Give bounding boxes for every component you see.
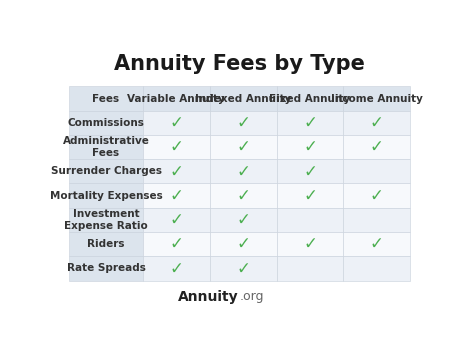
FancyBboxPatch shape xyxy=(69,208,143,232)
Text: Fees: Fees xyxy=(93,93,120,104)
FancyBboxPatch shape xyxy=(344,159,410,183)
Text: ✓: ✓ xyxy=(169,187,183,205)
Text: Income Annuity: Income Annuity xyxy=(331,93,423,104)
FancyBboxPatch shape xyxy=(69,111,143,135)
FancyBboxPatch shape xyxy=(143,232,210,256)
FancyBboxPatch shape xyxy=(277,208,344,232)
FancyBboxPatch shape xyxy=(277,135,344,159)
Text: ✓: ✓ xyxy=(236,211,250,229)
FancyBboxPatch shape xyxy=(210,159,277,183)
FancyBboxPatch shape xyxy=(277,159,344,183)
Text: .org: .org xyxy=(240,290,264,303)
Text: ✓: ✓ xyxy=(236,162,250,180)
Text: Riders: Riders xyxy=(87,239,125,249)
Text: ✓: ✓ xyxy=(236,138,250,156)
FancyBboxPatch shape xyxy=(210,232,277,256)
FancyBboxPatch shape xyxy=(277,232,344,256)
Text: ✓: ✓ xyxy=(169,235,183,253)
Text: ✓: ✓ xyxy=(303,162,317,180)
Text: Fixed Annuity: Fixed Annuity xyxy=(269,93,351,104)
FancyBboxPatch shape xyxy=(210,183,277,208)
FancyBboxPatch shape xyxy=(143,111,210,135)
Text: ✓: ✓ xyxy=(169,114,183,132)
FancyBboxPatch shape xyxy=(277,183,344,208)
Text: ✓: ✓ xyxy=(169,138,183,156)
Text: Surrender Charges: Surrender Charges xyxy=(51,166,161,176)
Text: ✓: ✓ xyxy=(370,114,384,132)
FancyBboxPatch shape xyxy=(344,86,410,111)
FancyBboxPatch shape xyxy=(69,159,143,183)
Text: Administrative
Fees: Administrative Fees xyxy=(63,136,149,158)
FancyBboxPatch shape xyxy=(69,256,143,280)
FancyBboxPatch shape xyxy=(210,135,277,159)
FancyBboxPatch shape xyxy=(69,86,143,111)
Text: Investment
Expense Ratio: Investment Expense Ratio xyxy=(64,209,148,231)
FancyBboxPatch shape xyxy=(143,86,210,111)
Text: Annuity: Annuity xyxy=(178,290,239,304)
Text: ✓: ✓ xyxy=(169,162,183,180)
Text: ✓: ✓ xyxy=(303,187,317,205)
FancyBboxPatch shape xyxy=(69,183,143,208)
Text: ✓: ✓ xyxy=(236,187,250,205)
FancyBboxPatch shape xyxy=(143,208,210,232)
FancyBboxPatch shape xyxy=(344,208,410,232)
Text: ✓: ✓ xyxy=(169,259,183,278)
FancyBboxPatch shape xyxy=(210,111,277,135)
FancyBboxPatch shape xyxy=(344,232,410,256)
FancyBboxPatch shape xyxy=(210,86,277,111)
Text: Commissions: Commissions xyxy=(67,118,145,128)
Text: Variable Annuity: Variable Annuity xyxy=(127,93,225,104)
Text: Mortality Expenses: Mortality Expenses xyxy=(50,191,162,201)
Text: ✓: ✓ xyxy=(236,114,250,132)
Text: ✓: ✓ xyxy=(370,187,384,205)
Text: ✓: ✓ xyxy=(303,114,317,132)
FancyBboxPatch shape xyxy=(344,256,410,280)
FancyBboxPatch shape xyxy=(277,256,344,280)
FancyBboxPatch shape xyxy=(344,111,410,135)
FancyBboxPatch shape xyxy=(69,232,143,256)
FancyBboxPatch shape xyxy=(69,135,143,159)
Text: ✓: ✓ xyxy=(303,138,317,156)
FancyBboxPatch shape xyxy=(143,183,210,208)
FancyBboxPatch shape xyxy=(143,256,210,280)
FancyBboxPatch shape xyxy=(210,256,277,280)
Text: ✓: ✓ xyxy=(370,138,384,156)
FancyBboxPatch shape xyxy=(344,135,410,159)
Text: ✓: ✓ xyxy=(169,211,183,229)
Text: ✓: ✓ xyxy=(303,235,317,253)
FancyBboxPatch shape xyxy=(210,208,277,232)
Text: Rate Spreads: Rate Spreads xyxy=(66,264,146,273)
FancyBboxPatch shape xyxy=(143,159,210,183)
Text: Indexed Annuity: Indexed Annuity xyxy=(195,93,291,104)
FancyBboxPatch shape xyxy=(277,86,344,111)
FancyBboxPatch shape xyxy=(143,135,210,159)
FancyBboxPatch shape xyxy=(277,111,344,135)
Text: Annuity Fees by Type: Annuity Fees by Type xyxy=(114,54,366,74)
Text: ✓: ✓ xyxy=(236,235,250,253)
Text: ✓: ✓ xyxy=(370,235,384,253)
FancyBboxPatch shape xyxy=(344,183,410,208)
Text: ✓: ✓ xyxy=(236,259,250,278)
